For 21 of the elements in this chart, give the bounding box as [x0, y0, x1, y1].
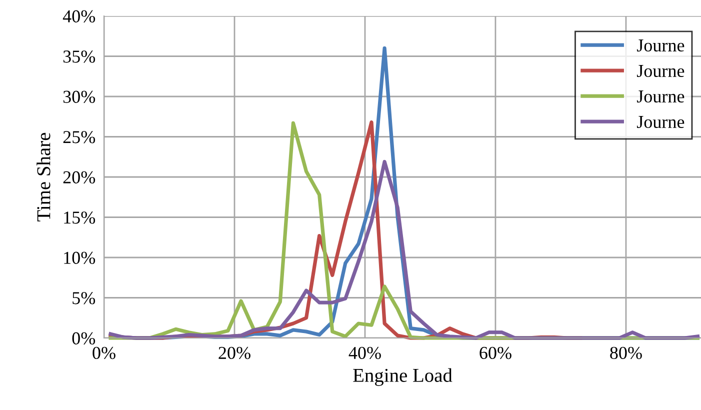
x-tick-label: 40%: [348, 346, 381, 360]
y-tick-label: 5%: [72, 292, 96, 304]
y-axis-title: Time Share: [36, 132, 50, 222]
legend-label: Journe: [636, 116, 684, 128]
y-tick-label: 30%: [63, 90, 96, 103]
y-tick-label: 0%: [72, 332, 96, 344]
y-tick-label: 20%: [63, 171, 96, 184]
y-tick-label: 40%: [62, 10, 96, 22]
x-axis-title: Engine Load: [353, 368, 452, 386]
line-series: [108, 160, 700, 340]
legend-label: Journe: [636, 65, 684, 78]
y-tick-label: 10%: [64, 252, 96, 264]
y-tick-label: 25%: [63, 131, 96, 144]
x-tick-label: 20%: [218, 346, 250, 360]
legend-label: Journe: [636, 40, 684, 52]
x-tick-label: 0%: [92, 346, 116, 360]
y-tick-label: 35%: [63, 50, 96, 63]
y-tick-label: 15%: [64, 212, 96, 224]
legend-label: Journe: [636, 90, 684, 103]
x-tick-label: 60%: [480, 346, 512, 360]
x-tick-label: 80%: [610, 346, 642, 360]
